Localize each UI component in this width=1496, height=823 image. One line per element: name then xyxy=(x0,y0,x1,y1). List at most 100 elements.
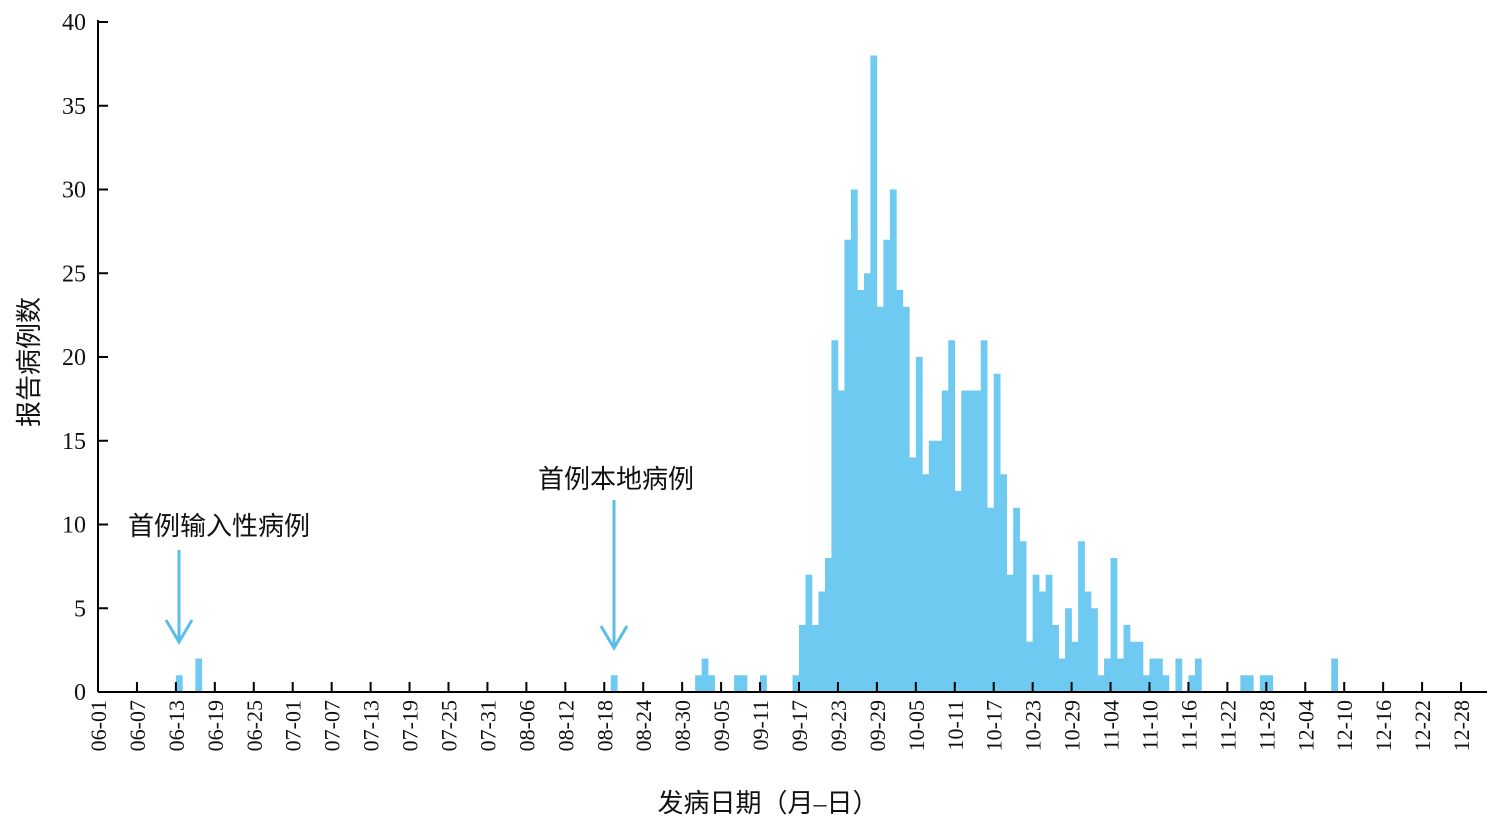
x-tick-label: 10-11 xyxy=(943,700,968,751)
bar xyxy=(935,440,943,692)
bar xyxy=(974,390,982,692)
bar xyxy=(850,189,858,692)
x-tick-label: 12-04 xyxy=(1293,700,1318,751)
bar xyxy=(1065,608,1072,692)
bar xyxy=(1149,658,1157,692)
x-tick-label: 11-04 xyxy=(1099,700,1124,751)
bar xyxy=(961,390,969,692)
bar xyxy=(915,357,923,692)
bar xyxy=(1091,608,1098,692)
bar xyxy=(824,558,832,692)
bar xyxy=(967,390,975,692)
annotation-arrows xyxy=(164,500,629,651)
bar xyxy=(1006,574,1014,692)
bar xyxy=(1136,641,1144,692)
x-tick-label: 07-01 xyxy=(281,700,306,751)
bar xyxy=(1117,658,1124,692)
bar xyxy=(1155,658,1163,692)
x-tick-label: 07-13 xyxy=(359,700,384,751)
x-tick-label: 06-07 xyxy=(125,700,150,751)
bar xyxy=(792,675,800,692)
x-tick-label: 10-17 xyxy=(982,700,1007,751)
x-tick-label: 06-13 xyxy=(164,700,189,751)
bar xyxy=(1175,658,1183,692)
x-tick-label: 09-11 xyxy=(748,700,773,751)
bar xyxy=(805,574,813,692)
x-tick-label: 06-25 xyxy=(242,700,267,751)
y-tick-label: 20 xyxy=(62,345,86,371)
bar xyxy=(1039,591,1046,692)
bar xyxy=(889,189,897,692)
bar xyxy=(1045,574,1053,692)
x-tick-label: 11-22 xyxy=(1215,700,1240,751)
bar xyxy=(695,675,702,692)
bar xyxy=(1052,625,1059,692)
bar xyxy=(798,625,806,692)
bar xyxy=(980,340,988,692)
bar xyxy=(844,239,852,692)
bar xyxy=(1142,675,1150,692)
x-tick-label: 07-31 xyxy=(475,700,500,751)
bar xyxy=(831,340,839,692)
y-tick-label: 15 xyxy=(62,429,86,455)
bar xyxy=(941,390,949,692)
bar xyxy=(734,675,741,692)
x-tick-label: 12-10 xyxy=(1332,700,1357,751)
bar xyxy=(708,675,715,692)
bar xyxy=(1013,507,1020,692)
bar xyxy=(1188,675,1196,692)
bar xyxy=(948,340,956,692)
bar xyxy=(610,675,618,692)
bar xyxy=(1240,675,1248,692)
x-tick-label: 12-22 xyxy=(1410,700,1435,751)
bar xyxy=(1019,541,1027,692)
x-tick-label: 08-24 xyxy=(631,700,656,751)
bar xyxy=(175,675,183,692)
y-tick-label: 10 xyxy=(62,513,86,539)
arrow-head xyxy=(164,619,194,645)
bar xyxy=(987,507,995,692)
bar xyxy=(1259,675,1267,692)
bar xyxy=(1194,658,1202,692)
x-tick-label: 06-01 xyxy=(86,700,111,751)
bar xyxy=(857,290,865,692)
x-tick-label: 08-06 xyxy=(514,700,539,751)
x-tick-label: 09-23 xyxy=(826,700,851,751)
bar xyxy=(1000,474,1007,692)
x-tick-label: 09-17 xyxy=(787,700,812,751)
bar xyxy=(740,675,748,692)
bar xyxy=(863,273,871,692)
y-axis-title: 报告病例数 xyxy=(15,297,44,427)
bar xyxy=(818,591,826,692)
bar xyxy=(1246,675,1254,692)
bar xyxy=(1084,591,1092,692)
bar xyxy=(1026,641,1033,692)
x-tick-label: 07-25 xyxy=(436,700,461,751)
bar xyxy=(954,491,962,692)
bar xyxy=(1331,658,1339,692)
y-tick-label: 30 xyxy=(62,178,86,204)
x-tick-label: 06-19 xyxy=(203,700,228,751)
bar xyxy=(1110,558,1118,692)
x-tick-label: 07-07 xyxy=(320,700,345,751)
y-tick-label: 35 xyxy=(62,94,86,120)
x-tick-label: 11-16 xyxy=(1176,700,1201,751)
bar xyxy=(1071,641,1079,692)
x-tick-label: 08-30 xyxy=(670,700,695,751)
bar xyxy=(870,55,878,692)
bar xyxy=(1097,675,1105,692)
x-tick-label: 10-29 xyxy=(1060,700,1085,751)
x-tick-label: 09-29 xyxy=(865,700,890,751)
bar xyxy=(1266,675,1274,692)
x-tick-label: 07-19 xyxy=(398,700,423,751)
x-tick-label: 12-16 xyxy=(1371,700,1396,751)
bar xyxy=(1123,625,1131,692)
bar xyxy=(1032,574,1040,692)
bar xyxy=(922,474,930,692)
bar xyxy=(195,658,203,692)
x-axis-title: 发病日期（月–日） xyxy=(657,789,878,818)
x-tick-label: 08-18 xyxy=(592,700,617,751)
bar xyxy=(909,457,917,692)
x-tick-label: 12-28 xyxy=(1449,700,1474,751)
